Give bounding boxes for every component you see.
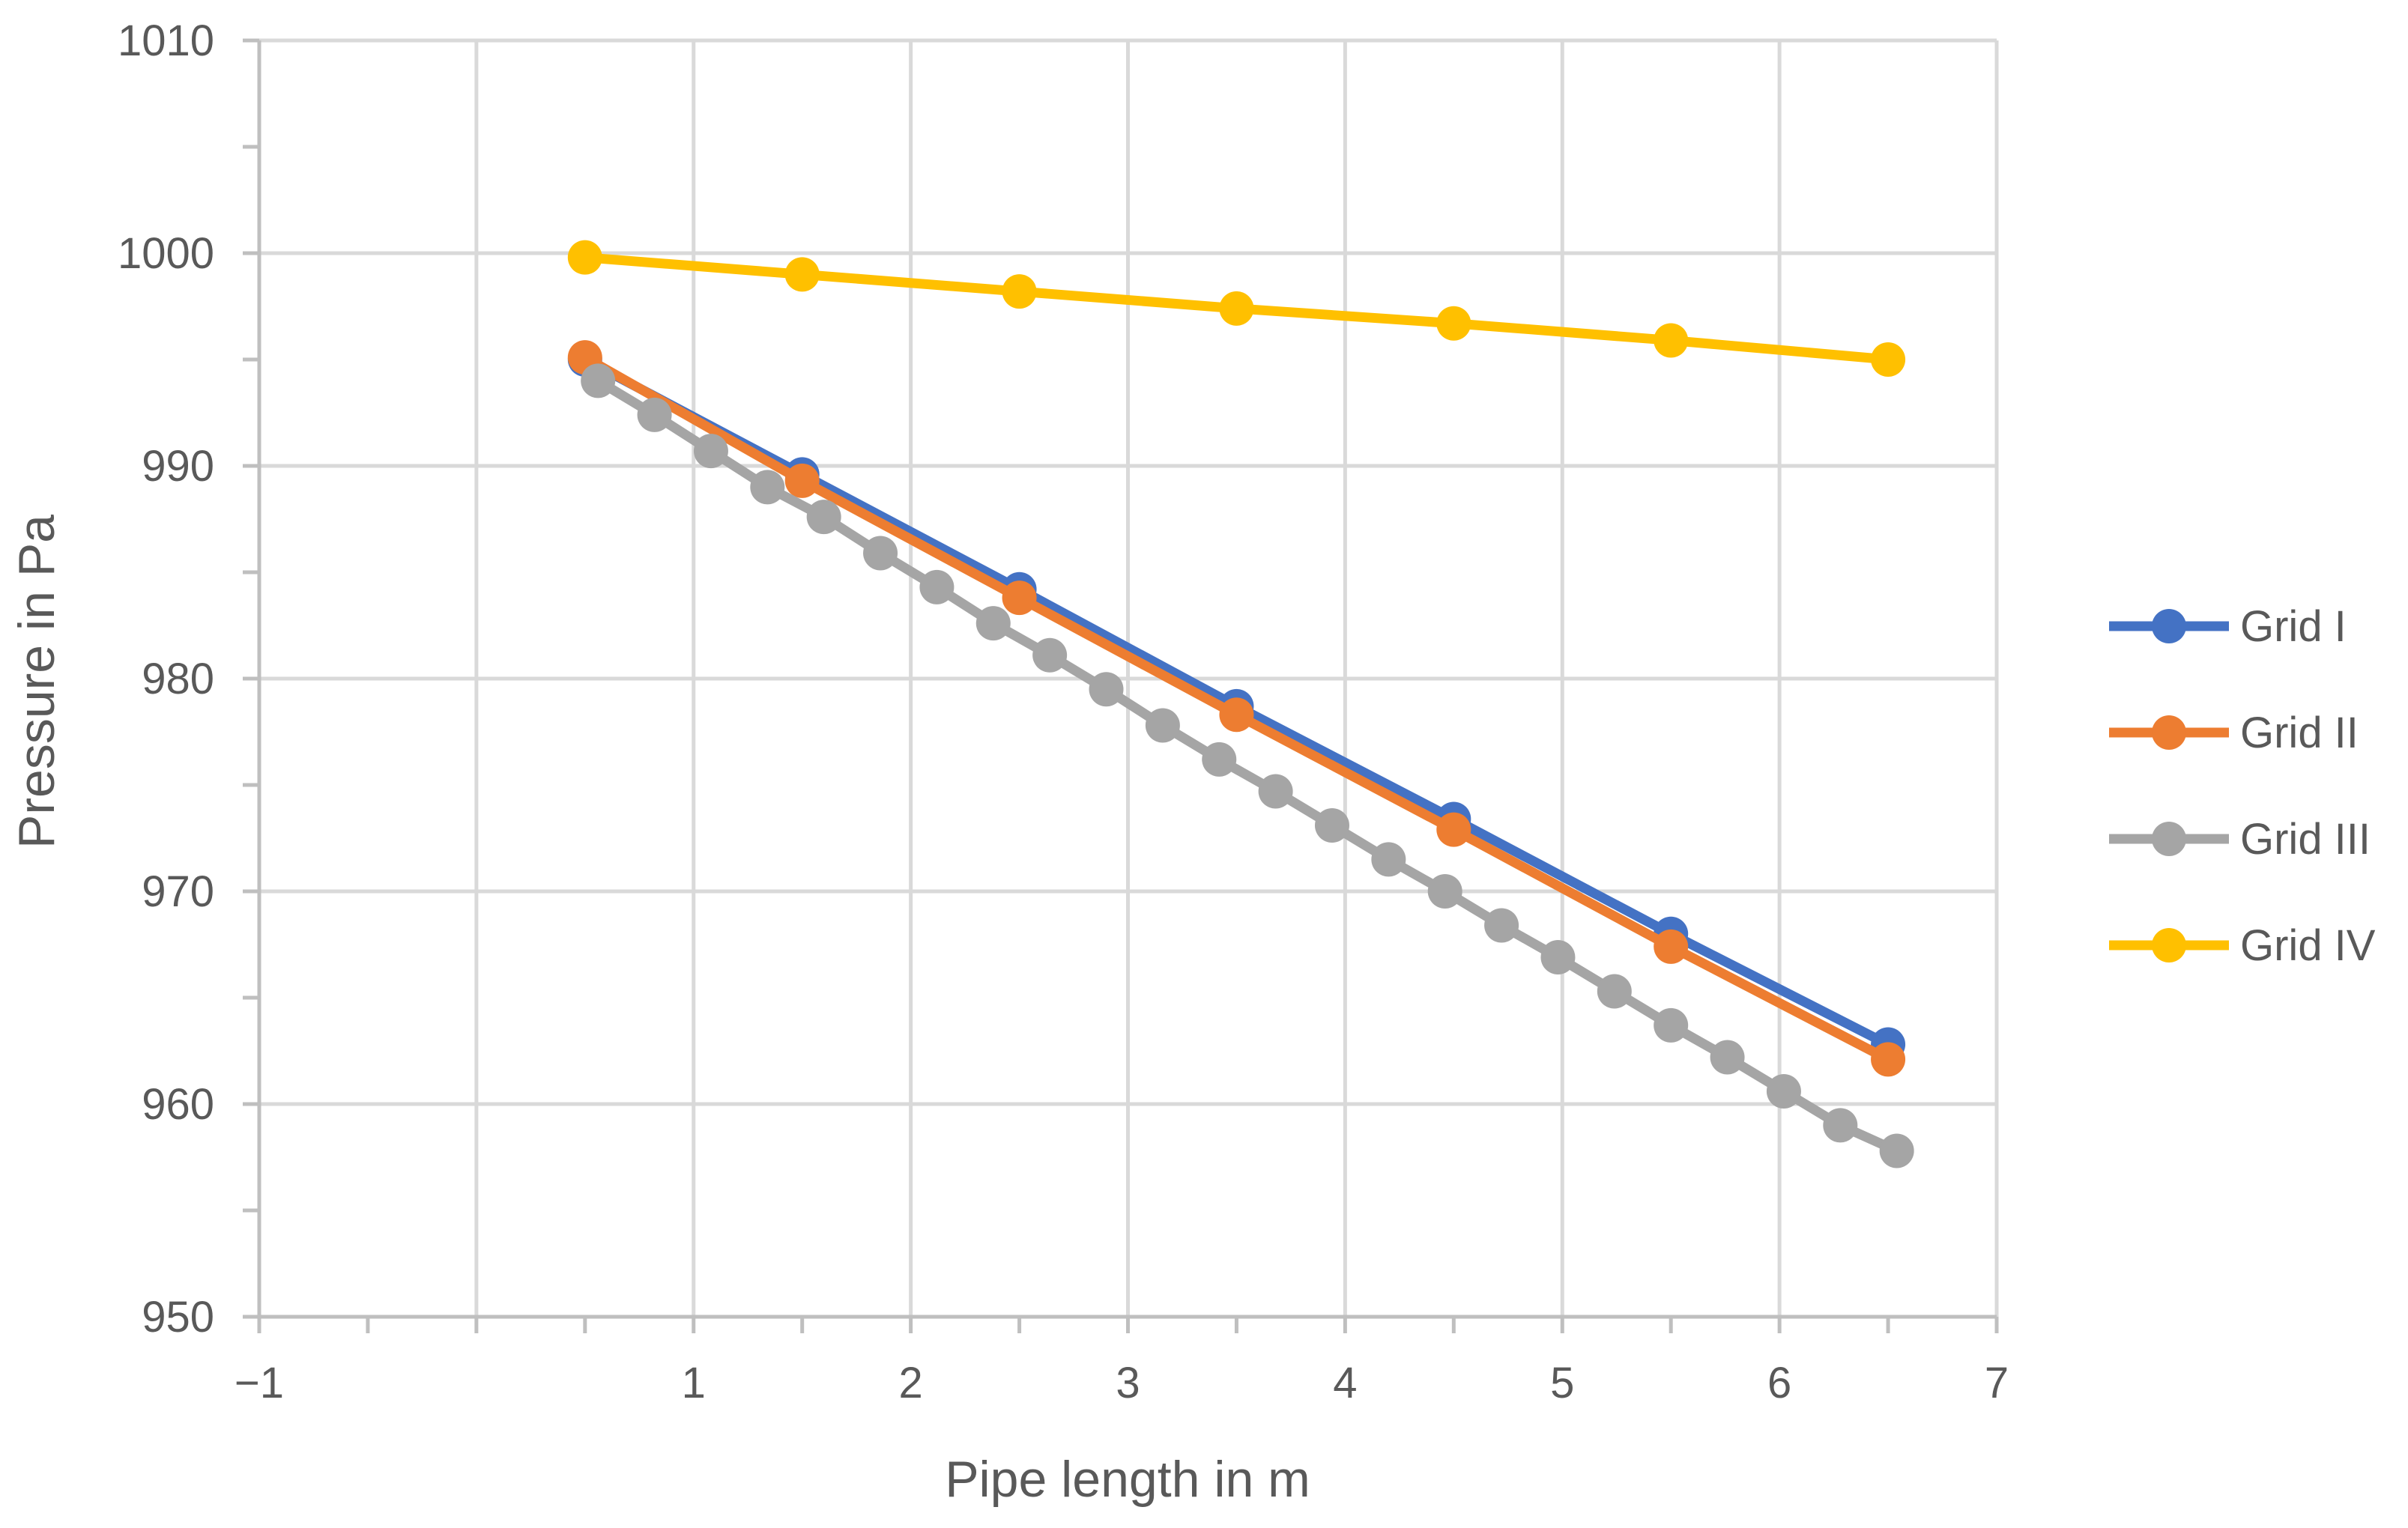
data-point bbox=[784, 463, 820, 498]
data-point bbox=[1258, 774, 1293, 809]
data-point bbox=[1823, 1108, 1858, 1143]
data-point bbox=[1032, 637, 1068, 673]
data-point bbox=[1145, 708, 1180, 743]
legend-item: Grid III bbox=[2109, 815, 2371, 864]
data-point bbox=[1484, 908, 1519, 943]
y-tick-label: 990 bbox=[142, 442, 214, 491]
data-point bbox=[693, 434, 728, 469]
legend-marker bbox=[2152, 928, 2186, 962]
x-tick-label: 4 bbox=[1333, 1359, 1357, 1407]
data-point bbox=[1766, 1073, 1801, 1109]
series-2 bbox=[567, 340, 1906, 1077]
data-point bbox=[784, 257, 820, 292]
data-point bbox=[1427, 874, 1462, 909]
data-point bbox=[919, 569, 955, 604]
data-point bbox=[1089, 672, 1124, 707]
data-point bbox=[1871, 342, 1906, 377]
data-point bbox=[1202, 742, 1237, 777]
x-tick-label: 2 bbox=[898, 1359, 922, 1407]
tick-labels: −1 1 2 3 4 5 6 7 950 960 970 980 990 1000 1010 bbox=[118, 16, 2009, 1407]
y-tick-label: 950 bbox=[142, 1293, 214, 1341]
x-tick-label: −1 bbox=[235, 1359, 284, 1407]
y-tick-label: 1000 bbox=[118, 229, 214, 278]
data-point bbox=[637, 397, 672, 432]
data-point bbox=[1219, 291, 1254, 326]
legend-marker bbox=[2152, 609, 2186, 643]
data-point bbox=[1871, 1042, 1906, 1077]
legend-marker bbox=[2152, 822, 2186, 856]
data-point bbox=[1654, 1007, 1689, 1043]
legend-label: Grid II bbox=[2240, 709, 2359, 757]
legend-label: Grid IV bbox=[2240, 921, 2376, 970]
y-tick-label: 970 bbox=[142, 867, 214, 916]
data-point bbox=[975, 606, 1011, 641]
data-point bbox=[1002, 274, 1037, 309]
data-point bbox=[1654, 323, 1689, 358]
y-axis-title: Pressure in Pa bbox=[8, 515, 65, 849]
data-point bbox=[567, 240, 602, 275]
data-point bbox=[1654, 929, 1689, 964]
data-point bbox=[1879, 1133, 1914, 1168]
data-point bbox=[1540, 940, 1576, 975]
data-point bbox=[750, 470, 785, 505]
legend-item: Grid I bbox=[2109, 602, 2347, 651]
data-point bbox=[1314, 807, 1349, 843]
x-axis-title: Pipe length in m bbox=[945, 1451, 1310, 1508]
axes bbox=[243, 38, 1999, 1333]
series-4 bbox=[567, 240, 1906, 377]
data-point bbox=[1002, 580, 1037, 616]
x-tick-label: 7 bbox=[1985, 1359, 2009, 1407]
data-point bbox=[1371, 842, 1406, 877]
data-point bbox=[863, 536, 898, 571]
data-point bbox=[1710, 1040, 1745, 1075]
data-point bbox=[1219, 697, 1254, 733]
data-point bbox=[581, 363, 616, 398]
legend-item: Grid IV bbox=[2109, 921, 2376, 970]
data-point bbox=[1436, 306, 1471, 341]
y-tick-label: 960 bbox=[142, 1080, 214, 1129]
legend-label: Grid III bbox=[2240, 815, 2371, 864]
legend-item: Grid II bbox=[2109, 709, 2359, 757]
data-series bbox=[567, 240, 1914, 1168]
legend: Grid I Grid II Grid III Grid IV bbox=[2109, 602, 2376, 970]
y-tick-label: 980 bbox=[142, 655, 214, 703]
x-tick-label: 5 bbox=[1550, 1359, 1574, 1407]
x-tick-label: 3 bbox=[1116, 1359, 1140, 1407]
legend-marker bbox=[2152, 715, 2186, 750]
x-tick-label: 6 bbox=[1767, 1359, 1791, 1407]
data-point bbox=[1597, 974, 1632, 1009]
series-3 bbox=[581, 363, 1914, 1168]
data-point bbox=[806, 500, 841, 535]
data-point bbox=[1436, 812, 1471, 847]
y-tick-label: 1010 bbox=[118, 16, 214, 65]
x-tick-label: 1 bbox=[682, 1359, 706, 1407]
legend-label: Grid I bbox=[2240, 602, 2347, 651]
